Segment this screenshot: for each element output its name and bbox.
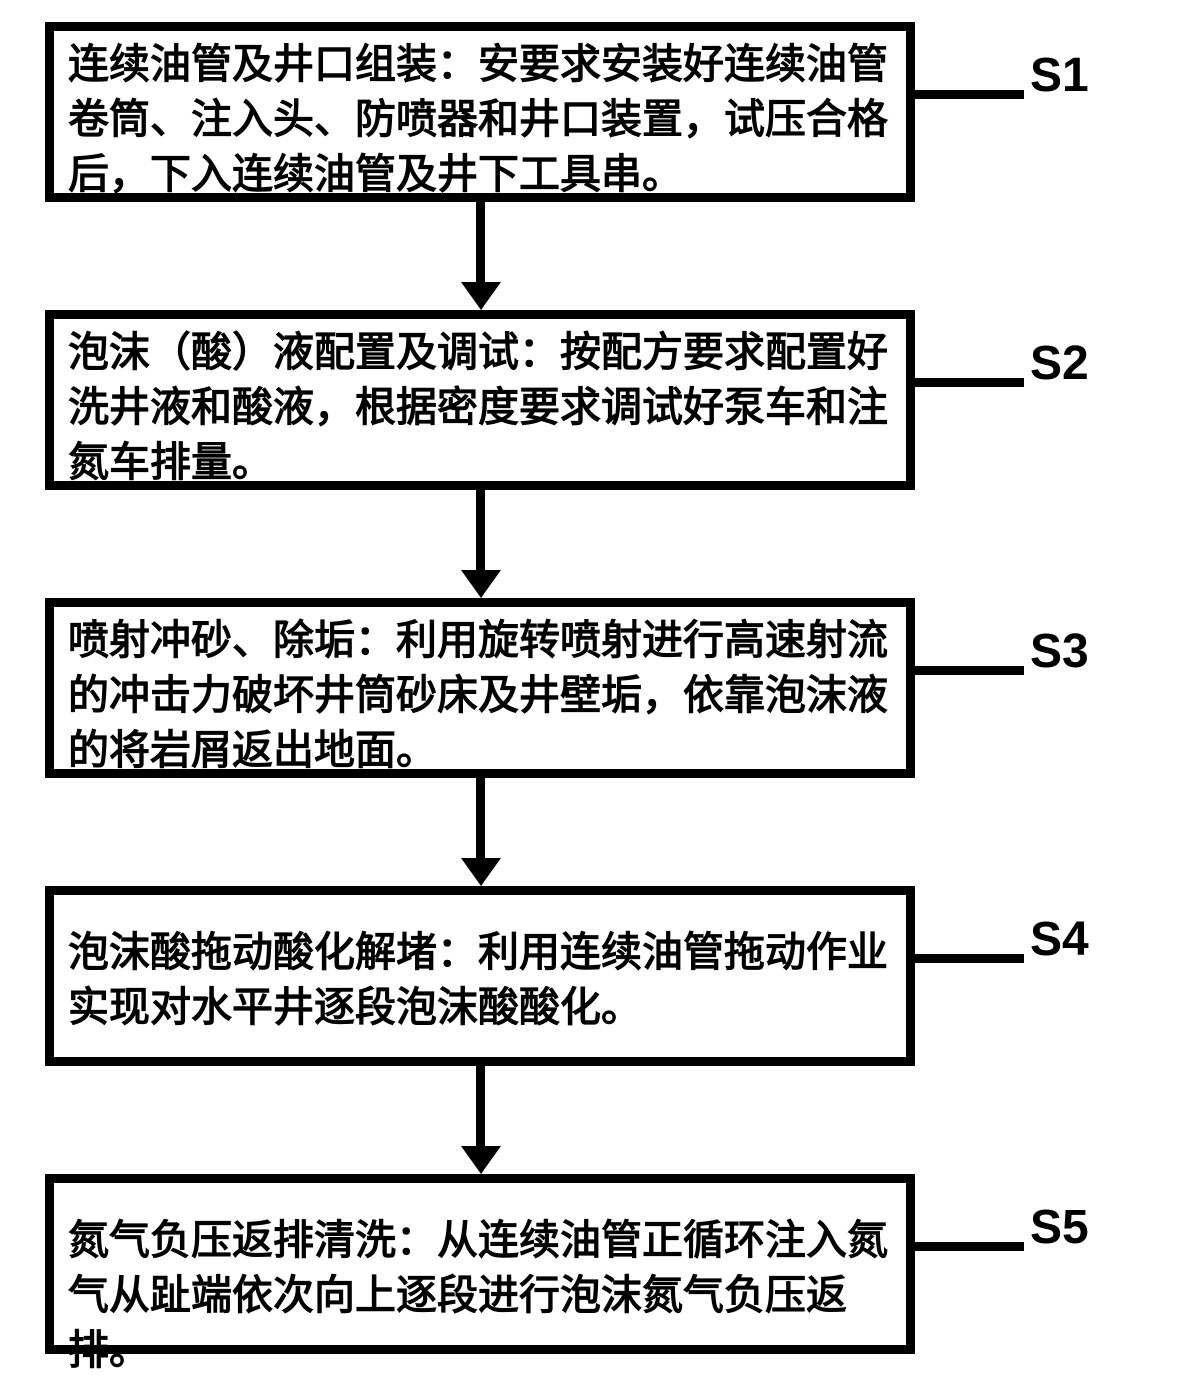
label-connector-s4 [914, 954, 1024, 963]
step-label-s4: S4 [1030, 912, 1089, 967]
arrow-stem-s1-s2 [476, 202, 485, 282]
step-text-s4: 泡沫酸拖动酸化解堵：利用连续油管拖动作业实现对水平井逐段泡沫酸酸化。 [68, 925, 892, 1035]
step-box-s5: 氮气负压返排清洗：从连续油管正循环注入氮气从趾端依次向上逐段进行泡沫氮气负压返排… [45, 1174, 915, 1354]
step-text-s3: 喷射冲砂、除垢：利用旋转喷射进行高速射流的冲击力破坏井筒砂床及井壁垢，依靠泡沫液… [68, 613, 892, 778]
label-connector-s1 [914, 90, 1024, 99]
arrow-stem-s2-s3 [476, 490, 485, 570]
step-box-s2: 泡沫（酸）液配置及调试：按配方要求配置好洗井液和酸液，根据密度要求调试好泵车和注… [45, 310, 915, 490]
step-box-s1: 连续油管及井口组装：安要求安装好连续油管卷筒、注入头、防喷器和井口装置，试压合格… [45, 22, 915, 202]
label-connector-s5 [914, 1242, 1024, 1251]
step-text-s1: 连续油管及井口组装：安要求安装好连续油管卷筒、注入头、防喷器和井口装置，试压合格… [68, 37, 892, 202]
step-box-s4: 泡沫酸拖动酸化解堵：利用连续油管拖动作业实现对水平井逐段泡沫酸酸化。 [45, 886, 915, 1066]
step-box-s3: 喷射冲砂、除垢：利用旋转喷射进行高速射流的冲击力破坏井筒砂床及井壁垢，依靠泡沫液… [45, 598, 915, 778]
step-text-s2: 泡沫（酸）液配置及调试：按配方要求配置好洗井液和酸液，根据密度要求调试好泵车和注… [68, 325, 892, 490]
arrow-head-s3-s4 [461, 858, 501, 886]
arrow-head-s4-s5 [461, 1146, 501, 1174]
arrow-head-s1-s2 [461, 282, 501, 310]
arrow-head-s2-s3 [461, 570, 501, 598]
arrow-stem-s4-s5 [476, 1066, 485, 1146]
step-text-s5: 氮气负压返排清洗：从连续油管正循环注入氮气从趾端依次向上逐段进行泡沫氮气负压返排… [68, 1213, 892, 1378]
step-label-s2: S2 [1030, 336, 1089, 391]
step-label-s5: S5 [1030, 1200, 1089, 1255]
step-label-s1: S1 [1030, 48, 1089, 103]
label-connector-s3 [914, 666, 1024, 675]
arrow-stem-s3-s4 [476, 778, 485, 858]
label-connector-s2 [914, 378, 1024, 387]
step-label-s3: S3 [1030, 624, 1089, 679]
